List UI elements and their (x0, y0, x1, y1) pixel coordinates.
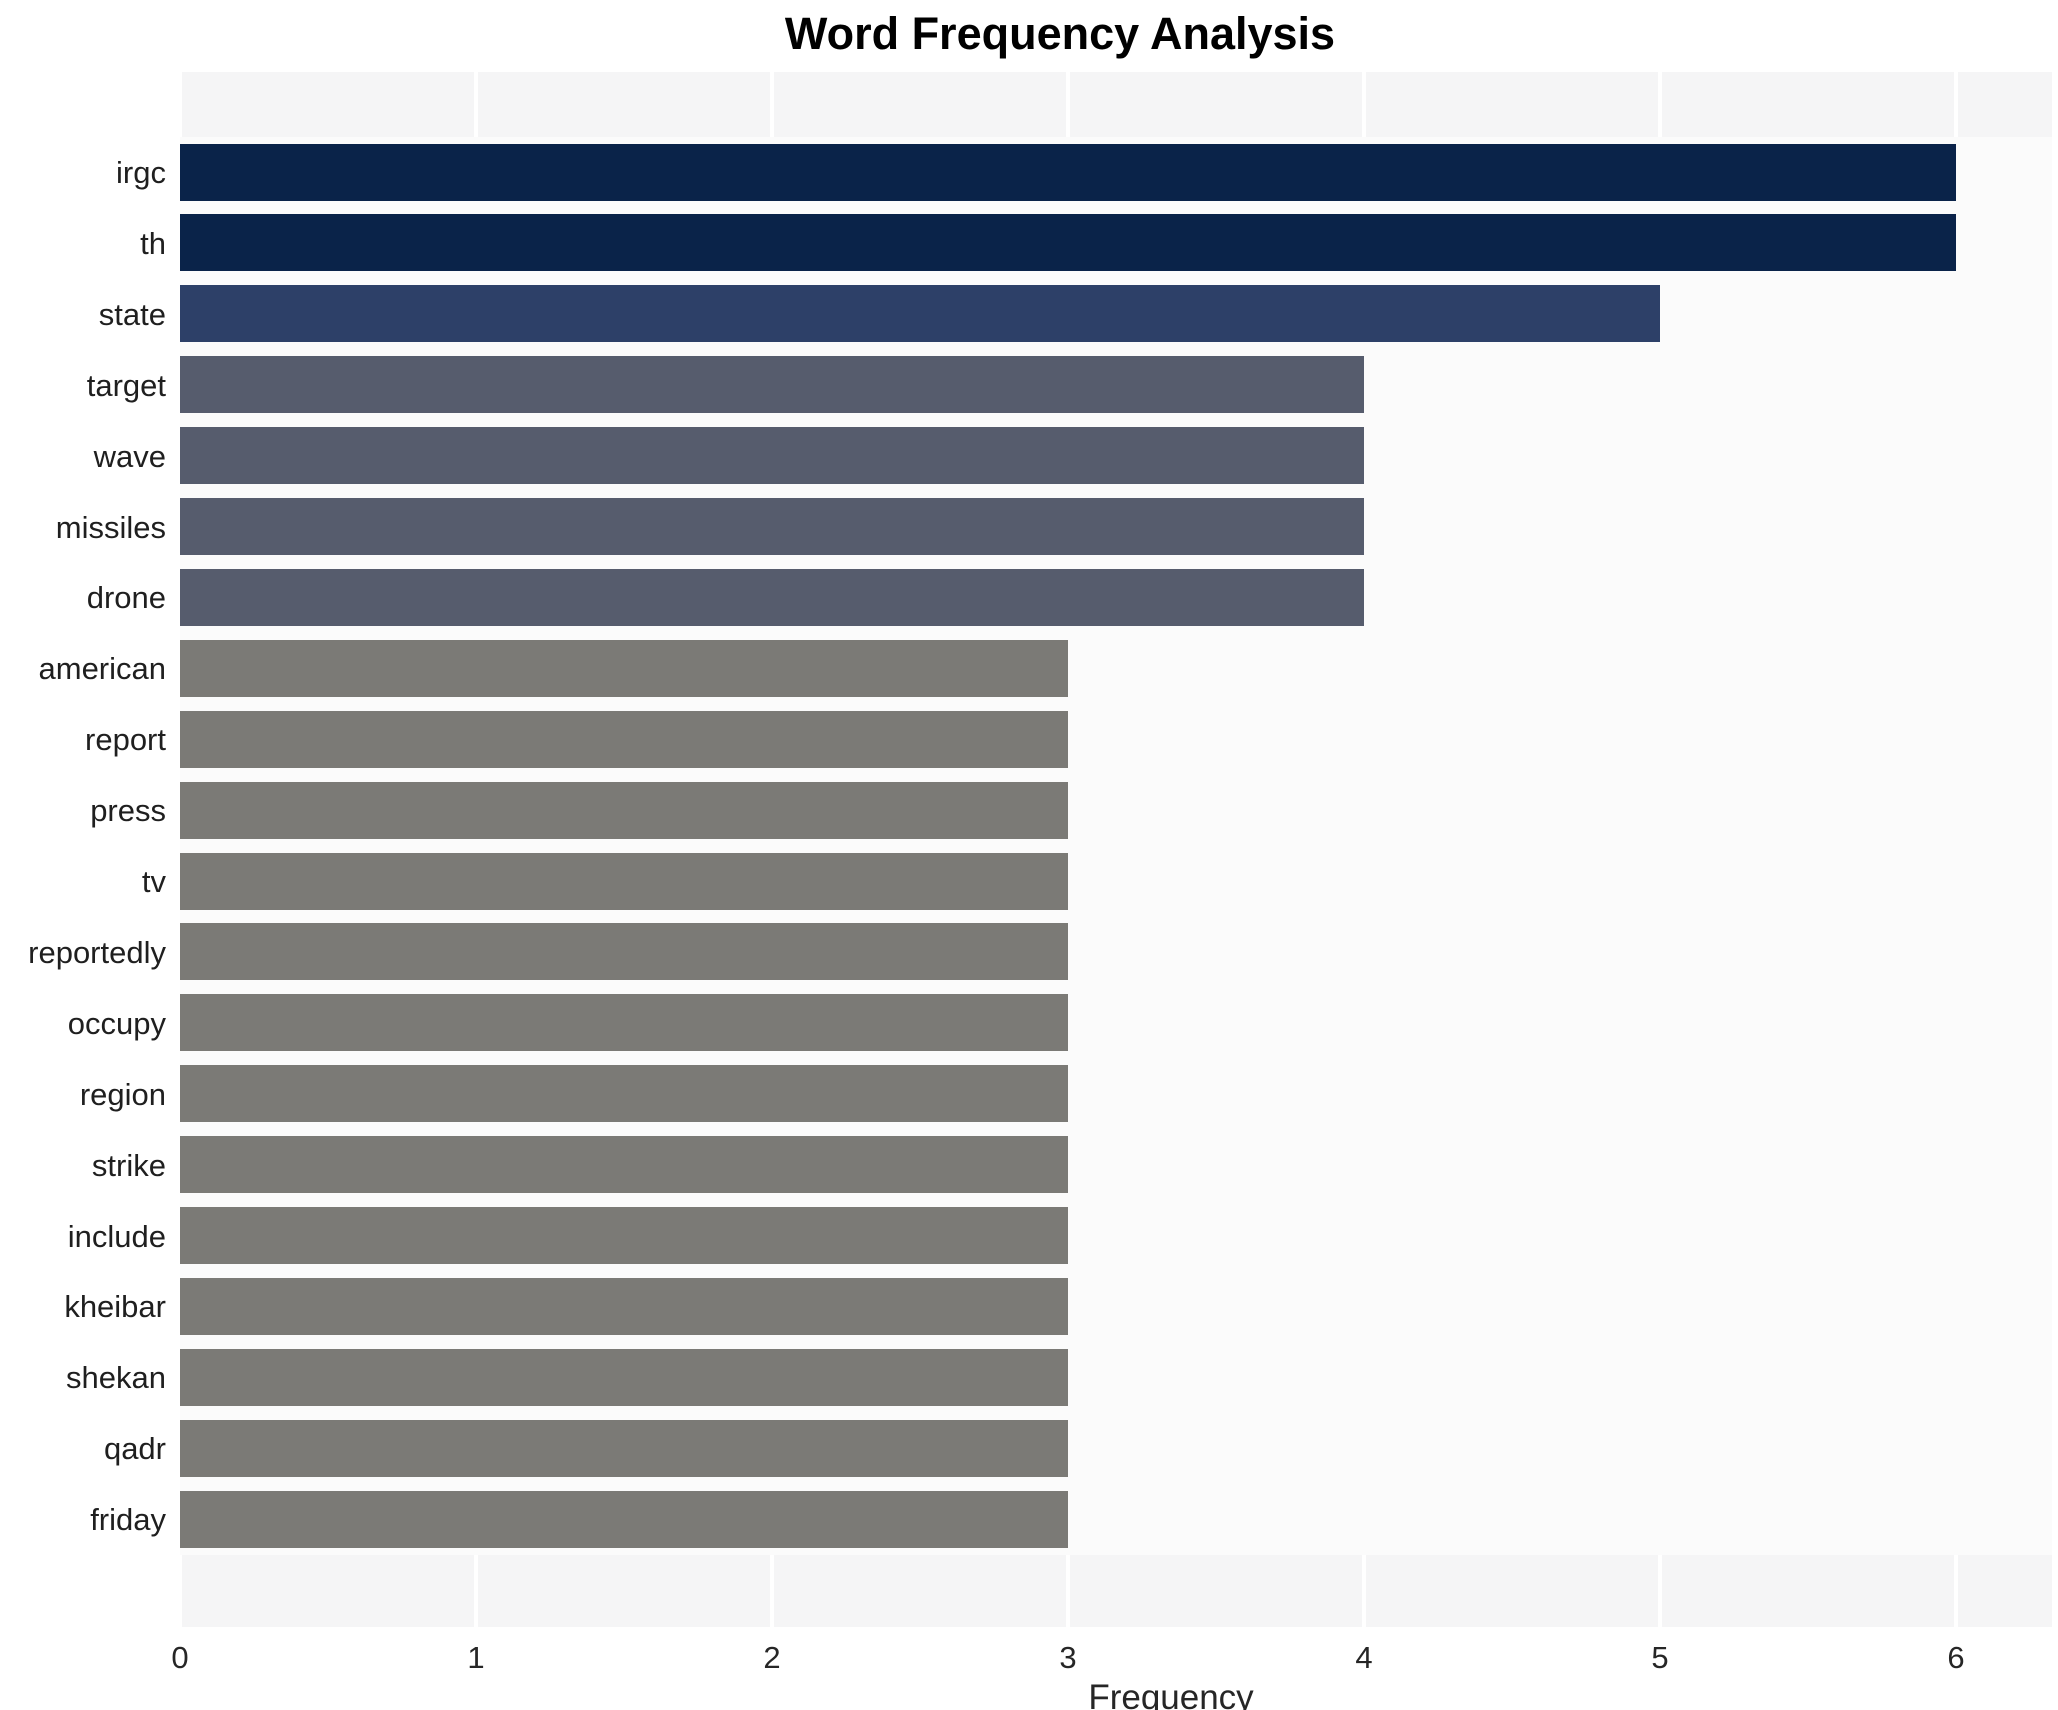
frequency-bar-irgc (180, 143, 1956, 201)
category-label-friday: friday (90, 1502, 166, 1538)
frequency-bar-state (180, 285, 1660, 343)
category-label-wave: wave (93, 438, 166, 474)
category-label-th: th (140, 225, 166, 261)
frequency-bar-drone (180, 568, 1364, 626)
category-label-kheibar: kheibar (64, 1289, 166, 1325)
category-label-strike: strike (91, 1147, 166, 1183)
category-label-drone: drone (86, 580, 166, 616)
x-tick-label-0: 0 (171, 1640, 189, 1675)
x-axis-title: Frequency (1088, 1678, 1254, 1710)
frequency-bar-report (180, 710, 1068, 768)
category-label-shekan: shekan (66, 1360, 166, 1396)
x-tick-label-6: 6 (1947, 1640, 1965, 1675)
category-label-irgc: irgc (116, 155, 166, 190)
category-label-occupy: occupy (67, 1005, 166, 1041)
category-label-reportedly: reportedly (28, 934, 166, 970)
category-label-report: report (85, 722, 166, 758)
x-tick-label-4: 4 (1355, 1640, 1373, 1675)
category-label-missiles: missiles (55, 509, 166, 545)
category-label-state: state (98, 296, 166, 332)
frequency-bar-strike (180, 1136, 1068, 1194)
category-label-press: press (90, 793, 166, 829)
frequency-bar-tv (180, 852, 1068, 910)
category-label-region: region (79, 1076, 166, 1112)
category-label-qadr: qadr (103, 1431, 166, 1467)
frequency-bar-include (180, 1207, 1068, 1264)
category-label-include: include (67, 1218, 166, 1254)
x-tick-label-3: 3 (1059, 1640, 1077, 1675)
frequency-bar-shekan (180, 1348, 1068, 1406)
frequency-bar-missiles (180, 498, 1364, 555)
frequency-bar-target (180, 356, 1364, 414)
frequency-bar-friday (180, 1490, 1068, 1548)
category-label-target: target (86, 367, 166, 403)
x-tick-label-1: 1 (467, 1640, 485, 1675)
frequency-bar-american (180, 639, 1068, 697)
category-label-tv: tv (141, 864, 166, 899)
frequency-bar-qadr (180, 1419, 1068, 1477)
frequency-bar-th (180, 214, 1956, 272)
frequency-bar-region (180, 1065, 1068, 1123)
chart-title: Word Frequency Analysis (784, 8, 1336, 59)
frequency-bar-reportedly (180, 923, 1068, 981)
x-tick-label-5: 5 (1651, 1640, 1669, 1675)
frequency-bar-wave (180, 427, 1364, 485)
x-tick-label-2: 2 (763, 1640, 781, 1675)
frequency-bar-kheibar (180, 1277, 1068, 1335)
frequency-bar-occupy (180, 994, 1068, 1052)
frequency-bar-press (180, 781, 1068, 839)
category-label-american: american (38, 651, 167, 687)
